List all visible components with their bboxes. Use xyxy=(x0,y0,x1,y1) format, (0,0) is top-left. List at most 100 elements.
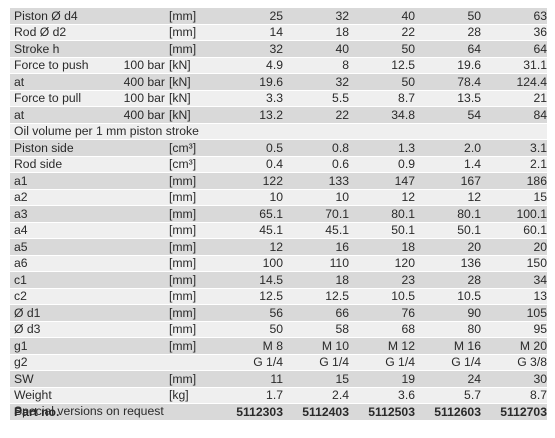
row-label: Piston Ø d4 xyxy=(10,8,91,25)
table-row: a1 [mm] 122 133 147 167 186 xyxy=(10,172,547,190)
value-cell: 65.1 xyxy=(217,205,283,223)
value-cell: 5112703 xyxy=(481,403,547,421)
row-unit: [kN] xyxy=(165,90,217,107)
table-row: a2 [mm] 10 10 12 12 15 xyxy=(10,189,547,206)
value-cell: 8.7 xyxy=(481,387,547,404)
value-cell: 12.5 xyxy=(217,288,283,305)
value-cell: G 1/4 xyxy=(217,354,283,371)
section-heading: Oil volume per 1 mm piston stroke xyxy=(10,123,547,140)
row-condition xyxy=(91,255,165,272)
value-cell: 5112403 xyxy=(283,403,349,421)
value-cell: 20 xyxy=(415,238,481,256)
value-cell: 25 xyxy=(217,8,283,25)
row-unit: [kN] xyxy=(165,57,217,74)
value-cell: 68 xyxy=(349,321,415,338)
row-label: Weight xyxy=(10,387,91,404)
value-cell: 1.3 xyxy=(349,139,415,157)
row-unit: [cm³] xyxy=(165,156,217,173)
value-cell: 30 xyxy=(481,370,547,388)
row-label: a1 xyxy=(10,172,91,190)
row-condition xyxy=(91,189,165,206)
value-cell: 5.7 xyxy=(415,387,481,404)
value-cell: 90 xyxy=(415,304,481,322)
table-row: Piston Ø d4 [mm] 25 32 40 50 63 xyxy=(10,8,547,25)
row-condition: 100 bar xyxy=(91,90,165,107)
value-cell: 50.1 xyxy=(349,222,415,239)
value-cell: 80 xyxy=(415,321,481,338)
value-cell: 19.6 xyxy=(217,73,283,91)
value-cell: 12.5 xyxy=(283,288,349,305)
table-row: Ø d1 [mm] 56 66 76 90 105 xyxy=(10,304,547,322)
value-cell: 15 xyxy=(481,189,547,206)
row-label: Piston side xyxy=(10,139,91,157)
value-cell: 22 xyxy=(349,24,415,41)
value-cell: 147 xyxy=(349,172,415,190)
value-cell: 10 xyxy=(283,189,349,206)
value-cell: 50 xyxy=(415,8,481,25)
row-condition xyxy=(91,205,165,223)
value-cell: 70.1 xyxy=(283,205,349,223)
value-cell: 18 xyxy=(283,24,349,41)
value-cell: 1.7 xyxy=(217,387,283,404)
value-cell: 54 xyxy=(415,106,481,124)
value-cell: 100 xyxy=(217,255,283,272)
value-cell: 105 xyxy=(481,304,547,322)
value-cell: 10.5 xyxy=(415,288,481,305)
value-cell: 150 xyxy=(481,255,547,272)
table-row: a6 [mm] 100 110 120 136 150 xyxy=(10,255,547,272)
value-cell: 122 xyxy=(217,172,283,190)
row-label: SW xyxy=(10,370,91,388)
specification-table-body: Piston Ø d4 [mm] 25 32 40 50 63 Rod Ø d2 [mm] 14 1… xyxy=(10,8,547,421)
value-cell: 12.5 xyxy=(349,57,415,74)
row-unit xyxy=(165,403,217,421)
row-condition xyxy=(91,238,165,256)
value-cell: 50 xyxy=(349,40,415,58)
value-cell: 14 xyxy=(217,24,283,41)
value-cell: 31.1 xyxy=(481,57,547,74)
value-cell: 0.4 xyxy=(217,156,283,173)
table-section-row: Oil volume per 1 mm piston stroke xyxy=(10,123,547,140)
value-cell: 84 xyxy=(481,106,547,124)
footer-note: Special versions on request xyxy=(14,404,164,418)
value-cell: 76 xyxy=(349,304,415,322)
value-cell: 28 xyxy=(415,24,481,41)
table-row: g2 G 1/4 G 1/4 G 1/4 G 1/4 G 3/8 xyxy=(10,354,547,371)
value-cell: 3.1 xyxy=(481,139,547,157)
value-cell: 45.1 xyxy=(283,222,349,239)
row-label: Ø d1 xyxy=(10,304,91,322)
value-cell: 5.5 xyxy=(283,90,349,107)
value-cell: 0.8 xyxy=(283,139,349,157)
table-row: SW [mm] 11 15 19 24 30 xyxy=(10,370,547,388)
value-cell: M 12 xyxy=(349,337,415,355)
value-cell: 28 xyxy=(415,271,481,289)
part-number-row: Part no. 5112303 5112403 5112503 5112603 5112… xyxy=(10,403,547,421)
value-cell: 12 xyxy=(349,189,415,206)
row-condition xyxy=(91,40,165,58)
value-cell: 23 xyxy=(349,271,415,289)
row-label: Stroke h xyxy=(10,40,91,58)
table-row: at 400 bar [kN] 13.2 22 34.8 54 84 xyxy=(10,106,547,124)
value-cell: 13.2 xyxy=(217,106,283,124)
value-cell: 60.1 xyxy=(481,222,547,239)
value-cell: 32 xyxy=(283,8,349,25)
value-cell: 110 xyxy=(283,255,349,272)
row-condition xyxy=(91,139,165,157)
value-cell: 8 xyxy=(283,57,349,74)
value-cell: 32 xyxy=(283,73,349,91)
value-cell: 0.5 xyxy=(217,139,283,157)
value-cell: 12 xyxy=(415,189,481,206)
row-unit: [mm] xyxy=(165,288,217,305)
value-cell: 5112503 xyxy=(349,403,415,421)
row-unit: [cm³] xyxy=(165,139,217,157)
value-cell: 10 xyxy=(217,189,283,206)
table-row: c1 [mm] 14.5 18 23 28 34 xyxy=(10,271,547,289)
value-cell: 0.9 xyxy=(349,156,415,173)
value-cell: 19.6 xyxy=(415,57,481,74)
value-cell: 12 xyxy=(217,238,283,256)
row-unit: [kN] xyxy=(165,73,217,91)
table-row: c2 [mm] 12.5 12.5 10.5 10.5 13 xyxy=(10,288,547,305)
value-cell: G 3/8 xyxy=(481,354,547,371)
value-cell: 63 xyxy=(481,8,547,25)
value-cell: 95 xyxy=(481,321,547,338)
